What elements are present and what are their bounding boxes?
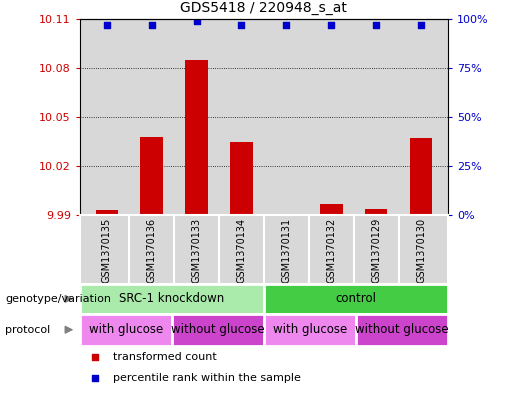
Text: control: control: [335, 292, 376, 305]
Point: [193, 18, 201, 24]
Text: without glucose: without glucose: [171, 323, 265, 336]
Bar: [96, 210, 118, 215]
Point: [327, 22, 335, 28]
Bar: [172, 314, 264, 346]
Text: GSM1370132: GSM1370132: [327, 217, 336, 283]
Text: with glucose: with glucose: [89, 323, 163, 336]
Bar: [230, 141, 253, 215]
Text: SRC-1 knockdown: SRC-1 knockdown: [119, 292, 225, 305]
Point: [417, 22, 425, 28]
Bar: [80, 314, 172, 346]
Text: with glucose: with glucose: [273, 323, 347, 336]
Point: [237, 22, 246, 28]
Point: [102, 22, 111, 28]
Text: GSM1370130: GSM1370130: [416, 217, 426, 283]
Text: GSM1370129: GSM1370129: [371, 217, 381, 283]
Text: protocol: protocol: [5, 325, 50, 335]
Text: GSM1370135: GSM1370135: [102, 217, 112, 283]
Text: GSM1370133: GSM1370133: [192, 217, 201, 283]
Bar: [356, 314, 448, 346]
Bar: [141, 137, 163, 215]
Point: [91, 375, 99, 382]
Text: genotype/variation: genotype/variation: [5, 294, 111, 304]
Bar: [185, 60, 208, 215]
Point: [372, 22, 380, 28]
Text: GSM1370134: GSM1370134: [236, 217, 247, 283]
Text: GSM1370136: GSM1370136: [147, 217, 157, 283]
Bar: [80, 284, 264, 314]
Text: percentile rank within the sample: percentile rank within the sample: [113, 373, 301, 383]
Point: [91, 354, 99, 360]
Bar: [264, 284, 448, 314]
Text: transformed count: transformed count: [113, 352, 217, 362]
Bar: [264, 314, 356, 346]
Title: GDS5418 / 220948_s_at: GDS5418 / 220948_s_at: [180, 1, 348, 15]
Point: [282, 22, 290, 28]
Point: [148, 22, 156, 28]
Text: GSM1370131: GSM1370131: [281, 217, 291, 283]
Bar: [410, 138, 432, 215]
Bar: [320, 204, 342, 215]
Text: without glucose: without glucose: [355, 323, 449, 336]
Bar: [365, 209, 387, 215]
